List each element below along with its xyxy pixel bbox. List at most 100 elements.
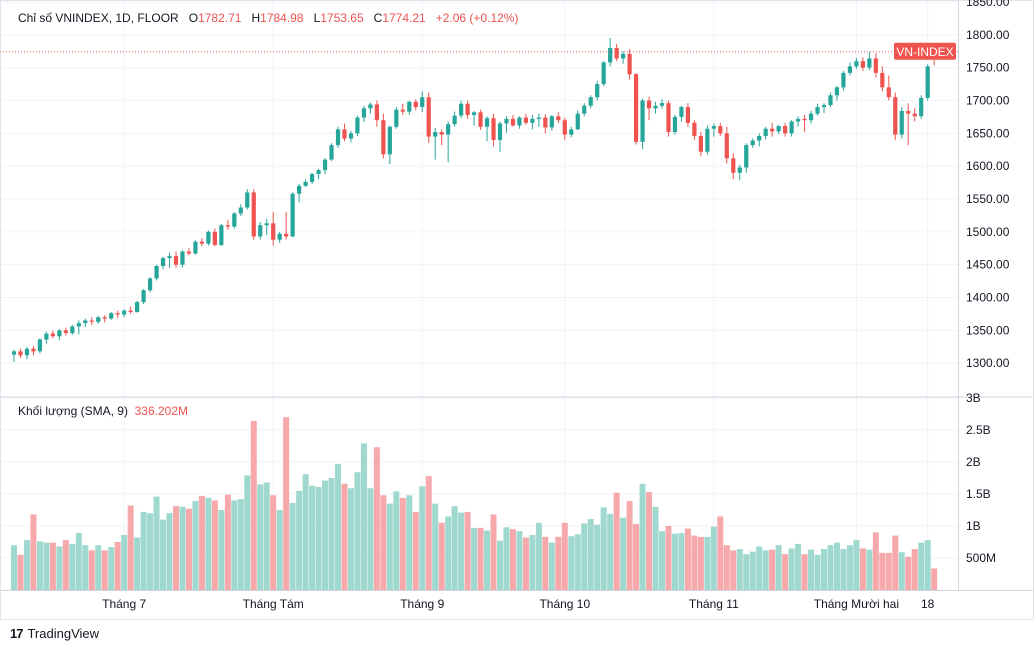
candle-body[interactable] bbox=[433, 132, 438, 137]
candle-body[interactable] bbox=[608, 47, 613, 63]
candle-body[interactable] bbox=[180, 251, 185, 265]
candle-body[interactable] bbox=[465, 103, 470, 115]
candle-body[interactable] bbox=[102, 317, 107, 319]
candle-body[interactable] bbox=[348, 133, 354, 139]
candle-body[interactable] bbox=[271, 223, 276, 240]
candle-body[interactable] bbox=[309, 174, 315, 182]
candle-body[interactable] bbox=[109, 313, 114, 319]
candle-body[interactable] bbox=[122, 310, 127, 315]
candle-body[interactable] bbox=[510, 118, 516, 126]
candle-body[interactable] bbox=[251, 192, 256, 237]
volume-indicator-label[interactable]: Khối lượng (SMA, 9) bbox=[18, 404, 128, 418]
candle-body[interactable] bbox=[471, 112, 477, 115]
candle-body[interactable] bbox=[491, 118, 496, 140]
candle-body[interactable] bbox=[232, 213, 237, 227]
candle-body[interactable] bbox=[361, 108, 367, 118]
candle-body[interactable] bbox=[89, 320, 94, 322]
candle-body[interactable] bbox=[70, 326, 75, 333]
candle-body[interactable] bbox=[549, 116, 554, 128]
candle-body[interactable] bbox=[212, 231, 217, 245]
candle-body[interactable] bbox=[899, 111, 904, 135]
candle-body[interactable] bbox=[154, 265, 159, 279]
candle-body[interactable] bbox=[705, 128, 710, 152]
candle-body[interactable] bbox=[562, 120, 567, 135]
candle-body[interactable] bbox=[387, 126, 392, 155]
candle-body[interactable] bbox=[439, 132, 444, 135]
symbol-label[interactable]: Chỉ số VNINDEX, 1D, FLOOR bbox=[18, 11, 179, 25]
candle-body[interactable] bbox=[925, 66, 930, 98]
candle-body[interactable] bbox=[24, 348, 30, 356]
candle-body[interactable] bbox=[724, 133, 729, 159]
candle-body[interactable] bbox=[322, 159, 328, 171]
candle-body[interactable] bbox=[37, 339, 43, 352]
candle-body[interactable] bbox=[841, 72, 846, 88]
candle-body[interactable] bbox=[621, 53, 626, 59]
candle-body[interactable] bbox=[666, 103, 671, 133]
candle-body[interactable] bbox=[828, 95, 833, 106]
candle-body[interactable] bbox=[446, 124, 451, 135]
candle-body[interactable] bbox=[646, 100, 652, 109]
candle-body[interactable] bbox=[886, 87, 891, 98]
candle-body[interactable] bbox=[912, 113, 917, 117]
candle-body[interactable] bbox=[342, 129, 347, 139]
candle-body[interactable] bbox=[737, 167, 742, 173]
candle-body[interactable] bbox=[400, 109, 405, 112]
candle-body[interactable] bbox=[731, 158, 736, 173]
candle-body[interactable] bbox=[627, 53, 632, 75]
candle-body[interactable] bbox=[640, 100, 645, 142]
candle-body[interactable] bbox=[763, 128, 768, 136]
candle-body[interactable] bbox=[394, 109, 399, 127]
candle-body[interactable] bbox=[536, 117, 541, 119]
candle-body[interactable] bbox=[802, 118, 807, 121]
candle-body[interactable] bbox=[633, 74, 639, 142]
candle-body[interactable] bbox=[770, 128, 775, 132]
candle-body[interactable] bbox=[595, 84, 600, 98]
candle-body[interactable] bbox=[459, 103, 464, 116]
candle-body[interactable] bbox=[860, 61, 865, 68]
candle-body[interactable] bbox=[160, 258, 166, 266]
candle-body[interactable] bbox=[303, 181, 308, 186]
candle-body[interactable] bbox=[115, 313, 120, 315]
candle-body[interactable] bbox=[18, 351, 23, 356]
candle-body[interactable] bbox=[867, 58, 872, 68]
candle-body[interactable] bbox=[679, 107, 684, 117]
candle-body[interactable] bbox=[264, 223, 269, 226]
candle-body[interactable] bbox=[504, 118, 509, 124]
candle-body[interactable] bbox=[245, 192, 250, 208]
candle-body[interactable] bbox=[808, 113, 814, 121]
candle-body[interactable] bbox=[795, 118, 801, 122]
candle-body[interactable] bbox=[789, 121, 794, 134]
candle-body[interactable] bbox=[530, 118, 535, 123]
candle-body[interactable] bbox=[199, 241, 205, 244]
candle-body[interactable] bbox=[225, 225, 230, 227]
candle-body[interactable] bbox=[374, 104, 379, 121]
candle-body[interactable] bbox=[854, 61, 859, 67]
candle-body[interactable] bbox=[329, 145, 334, 160]
candle-body[interactable] bbox=[543, 117, 548, 128]
candle-body[interactable] bbox=[575, 113, 580, 130]
candle-body[interactable] bbox=[906, 111, 911, 114]
candle-body[interactable] bbox=[420, 97, 425, 108]
candlestick-chart[interactable]: VN-INDEX 1850.00 1800.00 1750.00 1700.00 1650… bbox=[0, 0, 1034, 620]
candle-body[interactable] bbox=[873, 58, 878, 73]
candle-body[interactable] bbox=[147, 278, 153, 291]
candle-body[interactable] bbox=[653, 105, 658, 109]
candle-body[interactable] bbox=[238, 207, 243, 214]
candle-body[interactable] bbox=[484, 118, 490, 127]
candle-body[interactable] bbox=[692, 122, 697, 136]
candle-body[interactable] bbox=[381, 120, 386, 155]
candle-body[interactable] bbox=[206, 231, 211, 244]
candle-body[interactable] bbox=[834, 87, 840, 96]
candle-body[interactable] bbox=[588, 97, 593, 106]
candle-body[interactable] bbox=[497, 123, 503, 140]
candle-body[interactable] bbox=[452, 115, 457, 125]
candle-body[interactable] bbox=[783, 126, 788, 134]
candle-body[interactable] bbox=[368, 104, 373, 109]
candle-body[interactable] bbox=[601, 62, 606, 85]
candle-body[interactable] bbox=[685, 107, 691, 123]
candle-body[interactable] bbox=[659, 103, 665, 106]
candle-body[interactable] bbox=[277, 233, 282, 240]
candle-body[interactable] bbox=[355, 117, 360, 134]
candle-body[interactable] bbox=[316, 170, 321, 175]
candle-body[interactable] bbox=[718, 126, 723, 134]
